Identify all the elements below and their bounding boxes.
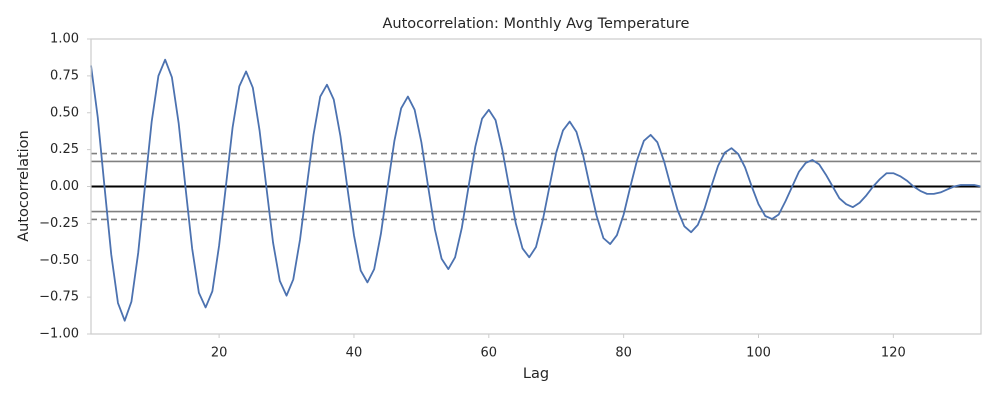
x-tick-label: 100 <box>746 346 771 361</box>
y-tick-label: −1.00 <box>39 327 79 342</box>
x-tick-label: 80 <box>615 346 632 361</box>
y-tick-label: 0.25 <box>50 142 79 157</box>
y-tick-label: −0.25 <box>39 216 79 231</box>
x-tick-label: 120 <box>881 346 906 361</box>
chart-title: Autocorrelation: Monthly Avg Temperature <box>383 16 690 32</box>
x-tick-label: 40 <box>346 346 363 361</box>
y-tick-label: 0.50 <box>50 105 79 120</box>
y-tick-label: 0.00 <box>50 179 79 194</box>
acf-line <box>90 58 982 322</box>
x-tick-label: 60 <box>481 346 498 361</box>
x-axis-label: Lag <box>523 366 549 382</box>
y-tick-label: 0.75 <box>50 68 79 83</box>
y-tick-label: −0.75 <box>39 290 79 305</box>
y-tick-label: −0.50 <box>39 253 79 268</box>
x-tick-label: 20 <box>211 346 228 361</box>
plot-frame <box>90 38 982 335</box>
y-axis-label: Autocorrelation <box>16 130 32 241</box>
y-tick-label: 1.00 <box>50 32 79 47</box>
